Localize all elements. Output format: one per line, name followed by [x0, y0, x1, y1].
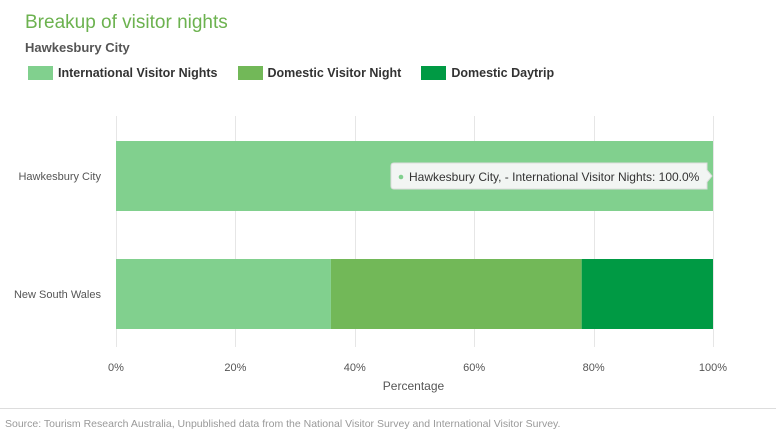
source-divider — [0, 408, 776, 409]
legend-label: Domestic Visitor Night — [267, 66, 402, 80]
bar-new-south-wales-domestic-daytrip[interactable] — [581, 259, 713, 329]
tooltip-text: Hawkesbury City, - International Visitor… — [409, 170, 700, 184]
bar-new-south-wales-domestic-visitor-night[interactable] — [330, 259, 582, 329]
legend-item-domestic-visitor-night[interactable]: Domestic Visitor Night — [237, 66, 402, 80]
source-note: Source: Tourism Research Australia, Unpu… — [5, 418, 561, 430]
chart-legend: International Visitor Nights Domestic Vis… — [28, 66, 554, 80]
tooltip-marker — [398, 174, 404, 180]
legend-item-international-visitor-nights[interactable]: International Visitor Nights — [28, 66, 218, 80]
x-tick-label: 0% — [108, 362, 124, 374]
tooltip-box — [390, 162, 713, 190]
x-tick-label: 100% — [699, 362, 727, 374]
legend-item-domestic-daytrip[interactable]: Domestic Daytrip — [421, 66, 554, 80]
x-tick-label: 20% — [224, 362, 246, 374]
x-axis-title: Percentage — [383, 379, 445, 393]
chart-title: Breakup of visitor nights — [25, 12, 228, 33]
bar-new-south-wales-international-visitor-nights[interactable] — [116, 259, 331, 329]
legend-swatch — [237, 66, 263, 80]
tooltip: Hawkesbury City, - International Visitor… — [390, 162, 713, 190]
y-category-label: New South Wales — [14, 289, 102, 301]
chart-subtitle: Hawkesbury City — [25, 40, 130, 55]
axes: 0% 20% 40% 60% 80% 100% Percentage Hawkesbury C… — [14, 171, 727, 393]
bar-chart: 0% 20% 40% 60% 80% 100% Percentage Hawkesbury C… — [14, 116, 727, 393]
x-tick-label: 40% — [344, 362, 366, 374]
legend-swatch — [421, 66, 447, 80]
legend-label: International Visitor Nights — [58, 66, 218, 80]
legend-swatch — [28, 66, 53, 80]
x-tick-label: 80% — [583, 362, 605, 374]
x-tick-label: 60% — [463, 362, 485, 374]
legend-label: Domestic Daytrip — [451, 66, 555, 80]
y-category-label: Hawkesbury City — [18, 171, 101, 183]
